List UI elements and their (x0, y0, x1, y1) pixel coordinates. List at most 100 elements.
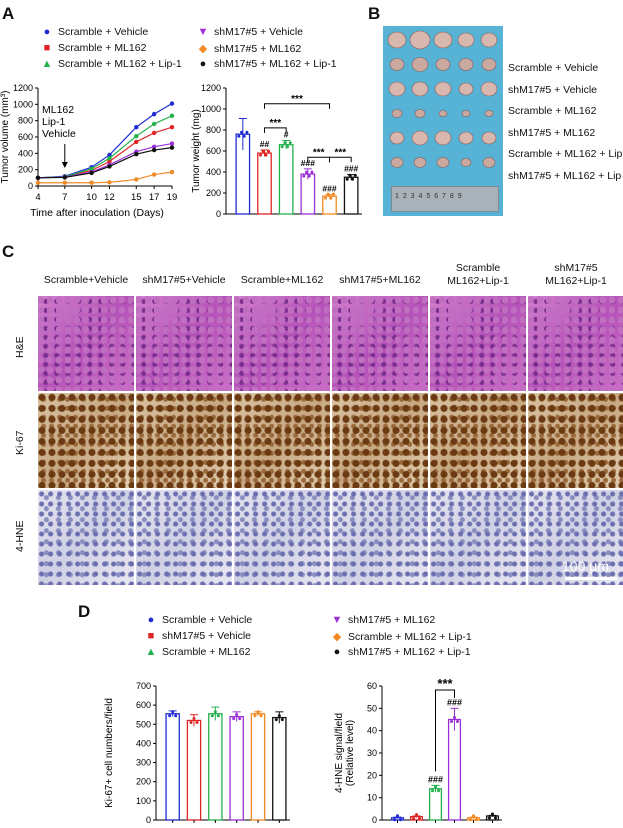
legend-marker-icon: ▲ (145, 646, 157, 658)
y-tick-label: 0 (372, 815, 377, 825)
tumor-specimen (481, 58, 497, 71)
histology-tile (430, 296, 526, 391)
treatment-annotation: ML162 (42, 104, 74, 116)
y-axis-title: Tumor volume (mm³) (0, 91, 11, 184)
bar (165, 713, 180, 821)
legend-label: shM17#5 + ML162 + Lip-1 (214, 58, 337, 70)
histology-tile (136, 393, 232, 488)
data-dot (238, 717, 242, 721)
data-point (35, 180, 41, 185)
y-tick-label: 400 (136, 738, 151, 748)
series-line (37, 147, 173, 179)
data-dot (305, 170, 309, 174)
y-tick-label: 800 (18, 116, 33, 126)
tumor-specimen (480, 32, 498, 48)
legend-label: shM17#5 + ML162 (214, 43, 302, 55)
data-dot (418, 817, 421, 821)
row-label: 4-HNE (14, 520, 26, 552)
data-dot (189, 720, 193, 724)
data-point (151, 121, 157, 127)
legend-marker-icon: ● (43, 26, 51, 38)
tumor-specimen (391, 109, 403, 118)
data-dot (277, 714, 281, 718)
bar (208, 713, 223, 821)
histology-tile (38, 490, 134, 585)
legend-item: ▲ Scramble + ML162 (144, 646, 251, 658)
significance-label: *** (334, 147, 346, 158)
significance-label: *** (269, 118, 281, 129)
data-dot (472, 814, 475, 818)
tumor-specimen (411, 57, 429, 72)
bar-annotation: ## (260, 139, 270, 149)
panel-label-c: C (2, 242, 15, 261)
column-header: Scramble+Vehicle (43, 274, 129, 286)
data-point (62, 175, 67, 180)
bar (272, 716, 287, 821)
data-point (151, 144, 157, 149)
data-dot (345, 177, 349, 181)
data-point (169, 169, 175, 175)
data-point (169, 145, 175, 150)
data-point (89, 180, 94, 185)
y-tick-label: 20 (367, 770, 377, 780)
legend-label: Scramble + ML162 + Lip-1 (58, 58, 182, 70)
data-dot (412, 817, 415, 821)
tumor-specimen (413, 157, 427, 168)
tumor-specimen (414, 109, 426, 118)
y-tick-label: 200 (206, 188, 221, 198)
ruler: 1 2 3 4 5 6 7 8 9 (391, 186, 499, 212)
data-dot (488, 816, 491, 820)
panel-label-d: D (78, 602, 91, 621)
tumor-specimen (458, 82, 474, 96)
data-point (151, 130, 157, 136)
sample-label: Scramble + ML162 + Lip (508, 148, 623, 160)
data-dot (240, 130, 244, 134)
bar-annotation: ### (301, 158, 315, 168)
significance-label: *** (313, 147, 325, 158)
x-axis-title: Time after inoculation (Days) (30, 207, 164, 219)
histology-tile (430, 393, 526, 488)
data-dot (216, 714, 220, 718)
y-tick-label: 1200 (13, 83, 33, 93)
legend-label: shM17#5 + Vehicle (214, 26, 304, 38)
data-dot (491, 812, 494, 816)
legend-item: ▼ shM17#5 + Vehicle (196, 26, 303, 38)
data-point (89, 170, 94, 176)
histology-tile (528, 393, 623, 488)
bar (343, 176, 359, 215)
data-dot (192, 716, 196, 720)
tumor-specimen (434, 130, 452, 146)
data-dot (259, 153, 262, 157)
data-point (107, 156, 112, 161)
legend-item: ■ shM17#5 + Vehicle (144, 630, 251, 642)
legend-label: Scramble + Vehicle (162, 614, 253, 626)
legend-label: shM17#5 + ML162 (348, 614, 436, 626)
legend-item: ● shM17#5 + ML162 + Lip-1 (196, 58, 337, 70)
sample-label: shM17#5 + ML162 + Lip (508, 169, 622, 182)
y-tick-label: 0 (28, 181, 33, 191)
tumor-specimen (482, 157, 496, 168)
tumor-specimen (457, 32, 475, 48)
legend-marker-icon: ● (199, 58, 207, 70)
panel-label-b: B (368, 4, 381, 23)
significance-label: *** (291, 94, 303, 105)
legend-marker-icon: ■ (147, 630, 155, 642)
row-label: Ki-67 (14, 430, 26, 455)
legend-item: ● shM17#5 + ML162 + Lip-1 (330, 646, 471, 658)
data-dot (475, 818, 478, 822)
y-tick-label: 200 (18, 165, 33, 175)
y-tick-label: 600 (136, 700, 151, 710)
y-tick-label: 500 (136, 719, 151, 729)
tumor-specimen (435, 58, 451, 71)
data-dot (348, 173, 352, 177)
data-dot (256, 710, 260, 714)
y-tick-label: 60 (367, 681, 377, 691)
data-dot (431, 789, 434, 793)
significance-bracket (264, 103, 330, 109)
x-tick-label: 12 (104, 192, 115, 203)
tumor-specimen (389, 58, 405, 71)
tumor-specimen (409, 30, 431, 50)
legend-item: ● Scramble + Vehicle (144, 614, 253, 626)
histology-tile (136, 490, 232, 585)
histology-tile (430, 490, 526, 585)
